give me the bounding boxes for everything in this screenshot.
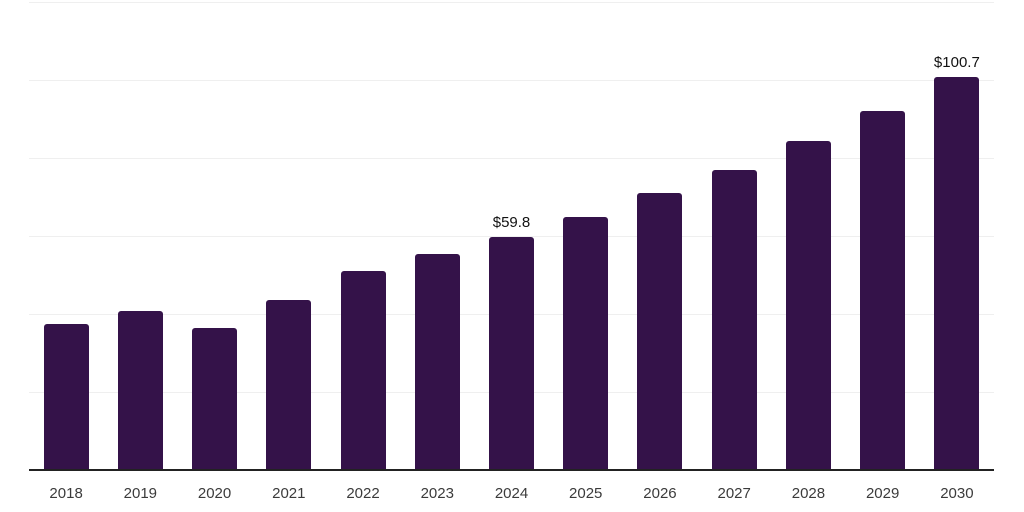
x-tick-label-2030: 2030 xyxy=(940,485,974,502)
x-tick-label-2020: 2020 xyxy=(197,485,232,502)
gridline-60 xyxy=(29,235,994,237)
gridline-80 xyxy=(29,157,994,159)
bar-2030 xyxy=(934,77,980,469)
x-tick-label-2027: 2027 xyxy=(717,485,751,502)
gridline-120 xyxy=(29,1,994,3)
x-tick-label-2023: 2023 xyxy=(420,485,454,502)
x-tick-label-2022: 2022 xyxy=(346,485,380,502)
bar-2024 xyxy=(489,236,534,469)
x-tick-label-2021: 2021 xyxy=(272,485,306,502)
x-tick-label-2019: 2019 xyxy=(123,485,158,502)
bar-2023 xyxy=(414,254,460,469)
x-axis-line xyxy=(29,469,994,471)
value-label-2024: $59.8 xyxy=(492,213,531,231)
gridline-100 xyxy=(29,79,994,81)
x-tick-label-2026: 2026 xyxy=(643,485,677,502)
bar-2027 xyxy=(711,169,757,469)
bar-2025 xyxy=(563,216,609,469)
bar-2020 xyxy=(192,328,238,469)
x-tick-label-2024: 2024 xyxy=(494,485,529,502)
x-tick-label-2029: 2029 xyxy=(865,485,900,502)
bar-2026 xyxy=(637,193,683,469)
bar-2018 xyxy=(43,323,89,469)
bar-2029 xyxy=(860,111,906,469)
x-tick-label-2028: 2028 xyxy=(791,485,826,502)
bar-2019 xyxy=(117,311,163,469)
bar-2022 xyxy=(340,271,386,469)
bar-2021 xyxy=(266,299,312,469)
x-tick-label-2018: 2018 xyxy=(49,485,83,502)
bar-2028 xyxy=(785,141,831,469)
x-tick-label-2025: 2025 xyxy=(569,485,603,502)
value-label-2030: $100.7 xyxy=(933,54,980,72)
